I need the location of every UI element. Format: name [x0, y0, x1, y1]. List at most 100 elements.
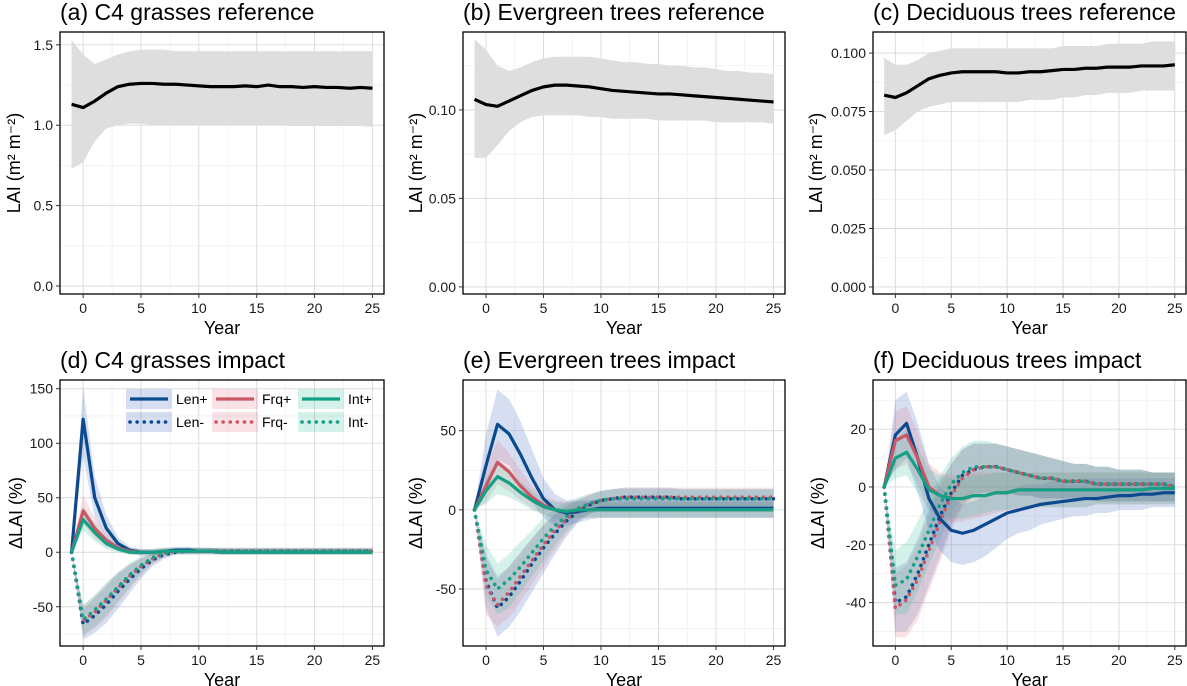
series-line-Frq-: [882, 464, 1177, 611]
legend-item-Frq+: Frq+: [212, 389, 291, 409]
series-line-Int-: [472, 496, 776, 591]
panel-e: 0 5 10 15 20 25 -50 0 50 (e) Evergreen trees impa…: [406, 347, 786, 686]
legend: Len+ Frq+ Int+ Len- Frq- Int-: [126, 389, 372, 432]
y-axis-label: ΔLAI (%): [808, 477, 828, 549]
plot-area: [883, 41, 1175, 135]
legend-label: Int+: [348, 391, 372, 407]
uncertainty-band-Int-: [474, 489, 774, 615]
legend-label: Frq+: [262, 391, 291, 407]
x-tick-label: 20: [1111, 652, 1127, 668]
y-tick-label: 0.0: [34, 278, 54, 294]
legend-item-Frq-: Frq-: [212, 412, 288, 432]
x-tick-label: 0: [79, 300, 87, 316]
y-axis-label: ΔLAI (%): [406, 477, 426, 549]
y-tick-label: 50: [37, 490, 53, 506]
uncertainty-band-Len-: [71, 547, 373, 640]
x-tick-label: 5: [540, 300, 548, 316]
panel-title: (c) Deciduous trees reference: [873, 0, 1176, 25]
plot-area: [472, 389, 776, 637]
x-tick-label: 0: [891, 652, 899, 668]
plot-frame: [59, 379, 385, 647]
x-axis-label: Year: [1011, 670, 1047, 686]
x-tick-label: 25: [766, 300, 782, 316]
y-tick-label: 0.5: [34, 198, 54, 214]
plot-frame: [462, 31, 786, 295]
x-axis-label: Year: [204, 670, 240, 686]
uncertainty-band-Frq-: [474, 487, 774, 627]
x-tick-label: 5: [947, 652, 955, 668]
x-tick-label: 5: [137, 300, 145, 316]
x-tick-label: 15: [651, 652, 667, 668]
legend-item-Len+: Len+: [126, 389, 208, 409]
plot-area: [882, 391, 1177, 638]
panel-title: (f) Deciduous trees impact: [873, 347, 1142, 373]
series-line-Frq-: [472, 495, 776, 607]
plot-frame: [872, 31, 1187, 295]
x-tick-label: 20: [1111, 300, 1127, 316]
y-tick-label: -40: [846, 595, 866, 611]
y-tick-label: 0: [858, 479, 866, 495]
x-tick-label: 15: [249, 652, 265, 668]
x-tick-label: 15: [1055, 300, 1071, 316]
legend-key-background: [212, 412, 258, 432]
y-tick-label: -20: [846, 537, 866, 553]
y-tick-label: 0.00: [429, 279, 456, 295]
uncertainty-band-reference: [71, 40, 373, 169]
uncertainty-band-Frq+: [474, 440, 774, 520]
y-tick-label: 0: [448, 502, 456, 518]
panel-title: (d) C4 grasses impact: [60, 347, 286, 373]
panel-title: (e) Evergreen trees impact: [463, 347, 736, 373]
uncertainty-band-Len-: [474, 487, 774, 637]
uncertainty-band-Frq-: [884, 443, 1175, 638]
x-axis-label: Year: [606, 318, 642, 338]
x-tick-label: 0: [482, 652, 490, 668]
x-tick-label: 25: [1167, 300, 1183, 316]
y-tick-label: 0.050: [831, 162, 866, 178]
x-tick-label: 10: [593, 652, 609, 668]
x-tick-label: 10: [999, 652, 1015, 668]
plot-area: [71, 40, 373, 169]
x-tick-label: 25: [365, 652, 381, 668]
legend-label: Len+: [176, 391, 208, 407]
series-line-reference: [71, 81, 373, 110]
series-line-Len-: [69, 549, 375, 626]
panel-title: (a) C4 grasses reference: [60, 0, 314, 25]
uncertainty-band-Len+: [884, 391, 1175, 566]
x-tick-label: 0: [482, 300, 490, 316]
legend-label: Len-: [176, 414, 204, 430]
plot-frame: [462, 379, 786, 647]
y-tick-label: 150: [30, 381, 54, 397]
x-tick-label: 5: [947, 300, 955, 316]
plot-background: [60, 380, 384, 646]
x-tick-label: 0: [891, 300, 899, 316]
x-tick-label: 10: [999, 300, 1015, 316]
y-axis-label: LAI (m² m⁻²): [806, 113, 826, 214]
x-tick-label: 20: [307, 652, 323, 668]
series-line-Len+: [882, 421, 1175, 535]
series-line-Int+: [882, 450, 1175, 501]
x-tick-label: 5: [137, 652, 145, 668]
uncertainty-band-Frq+: [884, 406, 1175, 522]
x-tick-label: 0: [79, 652, 87, 668]
x-tick-label: 15: [249, 300, 265, 316]
y-axis-label: LAI (m² m⁻²): [4, 113, 24, 214]
x-axis-label: Year: [204, 318, 240, 338]
x-tick-label: 25: [365, 300, 381, 316]
series-line-Int+: [473, 474, 774, 514]
series-line-reference: [883, 63, 1175, 100]
x-tick-label: 20: [708, 652, 724, 668]
legend-item-Len-: Len-: [126, 412, 204, 432]
panel-a: 0 5 10 15 20 25 0.0 0.5 1.0 1.5 (a) C4 grasses ref…: [4, 0, 385, 338]
panel-title: (b) Evergreen trees reference: [463, 0, 765, 25]
series-line-reference: [473, 83, 774, 108]
legend-item-Int-: Int-: [298, 412, 369, 432]
y-tick-label: 0: [45, 544, 53, 560]
uncertainty-band-reference: [884, 41, 1175, 135]
x-tick-label: 15: [651, 300, 667, 316]
x-tick-label: 10: [191, 652, 207, 668]
y-axis-label: LAI (m² m⁻²): [406, 113, 426, 214]
uncertainty-band-reference: [474, 39, 774, 158]
x-tick-label: 10: [593, 300, 609, 316]
panel-b: 0 5 10 15 20 25 0.00 0.05 0.10 (b) Evergreen tree…: [406, 0, 786, 338]
